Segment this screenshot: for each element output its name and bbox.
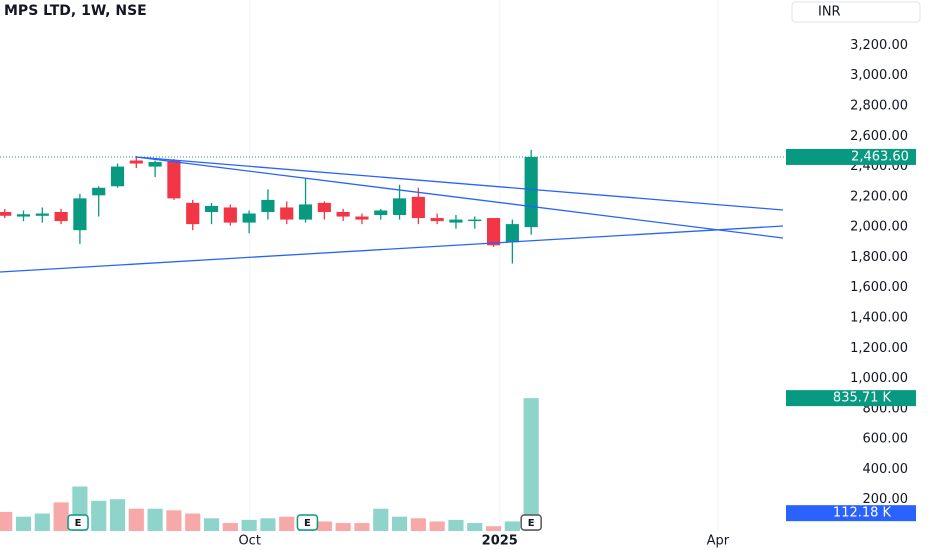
volume-bar bbox=[109, 499, 126, 531]
candle-body bbox=[355, 216, 369, 220]
y-tick-label: 2,600.00 bbox=[850, 129, 908, 144]
volume-bar bbox=[467, 523, 483, 531]
volume-label: 835.71 K bbox=[833, 391, 892, 406]
x-tick-label: Oct bbox=[238, 534, 260, 549]
candle-body bbox=[16, 214, 31, 217]
y-tick-label: 3,200.00 bbox=[850, 38, 908, 53]
x-tick-label: 2025 bbox=[482, 534, 518, 549]
candle-body bbox=[54, 212, 68, 222]
trend-lines bbox=[0, 156, 784, 273]
y-tick-label: 600.00 bbox=[863, 432, 909, 447]
candle-body bbox=[505, 224, 519, 243]
candle-body bbox=[129, 160, 143, 164]
y-tick-label: 3,000.00 bbox=[850, 68, 908, 83]
volume-bar bbox=[316, 521, 332, 531]
volume-bar bbox=[222, 523, 238, 531]
candle-body bbox=[110, 166, 125, 187]
y-tick-label: 2,800.00 bbox=[850, 99, 908, 114]
x-tick-label: Apr bbox=[707, 534, 730, 549]
volume-ma-badge bbox=[786, 505, 916, 522]
candle-body bbox=[411, 196, 425, 219]
y-tick-label: 400.00 bbox=[863, 462, 909, 477]
volume-bar bbox=[410, 518, 426, 531]
event-label: E bbox=[304, 518, 311, 529]
candle-body bbox=[204, 205, 219, 212]
currency-box[interactable] bbox=[791, 1, 921, 23]
event-marker bbox=[520, 514, 542, 531]
candle-body bbox=[468, 219, 482, 222]
price-badge bbox=[786, 148, 916, 165]
candle-body bbox=[280, 207, 294, 220]
event-label: E bbox=[528, 518, 535, 529]
volume-bar bbox=[203, 518, 220, 531]
volume-ma-label: 112.18 K bbox=[833, 506, 892, 521]
volume-badge bbox=[786, 390, 916, 407]
candle-body bbox=[73, 198, 87, 231]
volume-bar bbox=[185, 513, 201, 531]
volume-bar bbox=[34, 513, 50, 531]
volume-bar bbox=[335, 523, 351, 531]
volume-bar bbox=[166, 510, 182, 531]
y-tick-label: 1,200.00 bbox=[850, 341, 908, 356]
event-marker bbox=[296, 514, 319, 531]
candle-body bbox=[242, 213, 256, 223]
y-tick-label: 1,800.00 bbox=[850, 250, 908, 265]
price-label: 2,463.60 bbox=[851, 149, 909, 164]
volume-bar bbox=[373, 508, 389, 531]
volume-bar bbox=[391, 516, 408, 531]
candle-body bbox=[261, 199, 275, 212]
y-tick-label: 200.00 bbox=[863, 492, 909, 507]
volume-bar bbox=[0, 511, 13, 531]
chart-title: MPS LTD, 1W, NSE bbox=[4, 3, 147, 19]
candle-body bbox=[186, 202, 200, 225]
volume-bar bbox=[523, 398, 539, 531]
candle-body bbox=[430, 218, 444, 222]
event-label: E bbox=[75, 518, 82, 529]
y-tick-label: 1,400.00 bbox=[850, 311, 908, 326]
currency[interactable]: INR bbox=[818, 5, 841, 20]
trend-line bbox=[0, 225, 784, 273]
volume-bar bbox=[354, 523, 370, 531]
volume-bar bbox=[147, 508, 163, 531]
candle-body bbox=[298, 204, 313, 220]
volume-bar bbox=[241, 519, 257, 531]
candle-body bbox=[0, 212, 12, 216]
volume-bar bbox=[448, 519, 464, 531]
volume-bar bbox=[429, 521, 445, 531]
candle-body bbox=[35, 213, 49, 216]
y-tick-label: 2,200.00 bbox=[850, 189, 908, 204]
volume-bar bbox=[128, 508, 144, 531]
y-tick-label: 2,000.00 bbox=[850, 220, 908, 235]
candle-body bbox=[336, 212, 350, 217]
event-marker bbox=[67, 514, 89, 531]
y-tick-label: 1,600.00 bbox=[850, 280, 908, 295]
candle-body bbox=[374, 210, 388, 216]
volume-bar bbox=[279, 516, 295, 531]
candle-body bbox=[392, 198, 407, 216]
candle-body bbox=[486, 218, 501, 246]
candle-body bbox=[223, 207, 237, 223]
trend-line bbox=[135, 156, 784, 239]
candle-body bbox=[317, 202, 331, 212]
candle-body bbox=[148, 162, 162, 167]
candle-body bbox=[524, 156, 538, 228]
volume-bar bbox=[53, 502, 69, 531]
y-tick-label: 1,000.00 bbox=[850, 371, 908, 386]
volume-bar bbox=[15, 516, 32, 531]
volume-bar bbox=[504, 521, 520, 531]
candle-body bbox=[92, 187, 106, 196]
candle-body bbox=[167, 160, 181, 199]
trend-line bbox=[135, 156, 784, 211]
candle-body bbox=[449, 219, 463, 223]
volume-bar bbox=[485, 526, 502, 531]
volume-bar bbox=[260, 518, 276, 531]
volume-bar bbox=[91, 500, 107, 531]
